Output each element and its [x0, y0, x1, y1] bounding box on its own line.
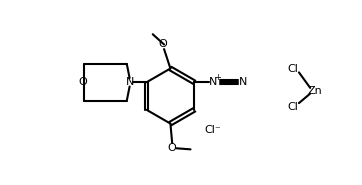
Text: Cl: Cl [288, 64, 299, 74]
Text: Zn: Zn [308, 86, 323, 96]
Text: Cl⁻: Cl⁻ [205, 125, 221, 134]
Text: O: O [79, 77, 87, 87]
Text: N: N [125, 77, 134, 87]
Text: O: O [168, 143, 177, 153]
Text: O: O [158, 39, 167, 49]
Text: +: + [214, 73, 221, 82]
Text: Cl: Cl [288, 102, 299, 112]
Text: N: N [239, 77, 247, 87]
Text: N: N [209, 77, 217, 87]
